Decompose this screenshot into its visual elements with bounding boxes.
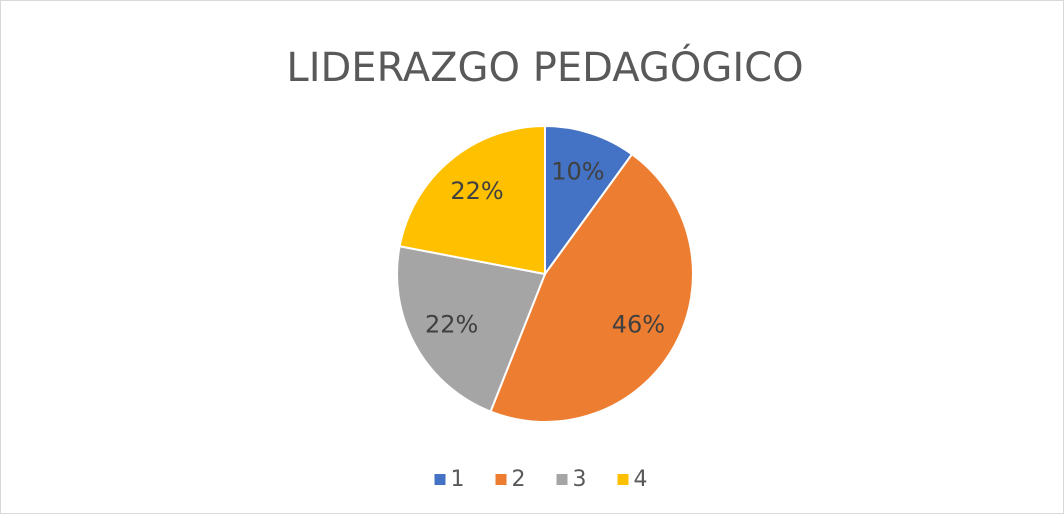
data-label: 46% [612,310,665,338]
pie-slice [544,124,634,278]
legend-label: 4 [634,467,648,492]
pie-slice [489,152,695,423]
data-label: 10% [551,158,604,186]
data-label: 22% [425,310,478,338]
legend-label: 3 [573,467,587,492]
data-label: 22% [450,177,503,205]
legend-swatch [617,474,629,485]
pie-slice [396,245,547,413]
legend-label: 1 [451,467,465,492]
pie-slice [398,124,546,276]
legend-swatch [434,474,446,485]
legend-swatch [495,474,507,485]
chart-title: LIDERAZGO PEDAGÓGICO [286,43,803,91]
legend-label: 2 [512,467,526,492]
legend-swatch [556,474,568,485]
